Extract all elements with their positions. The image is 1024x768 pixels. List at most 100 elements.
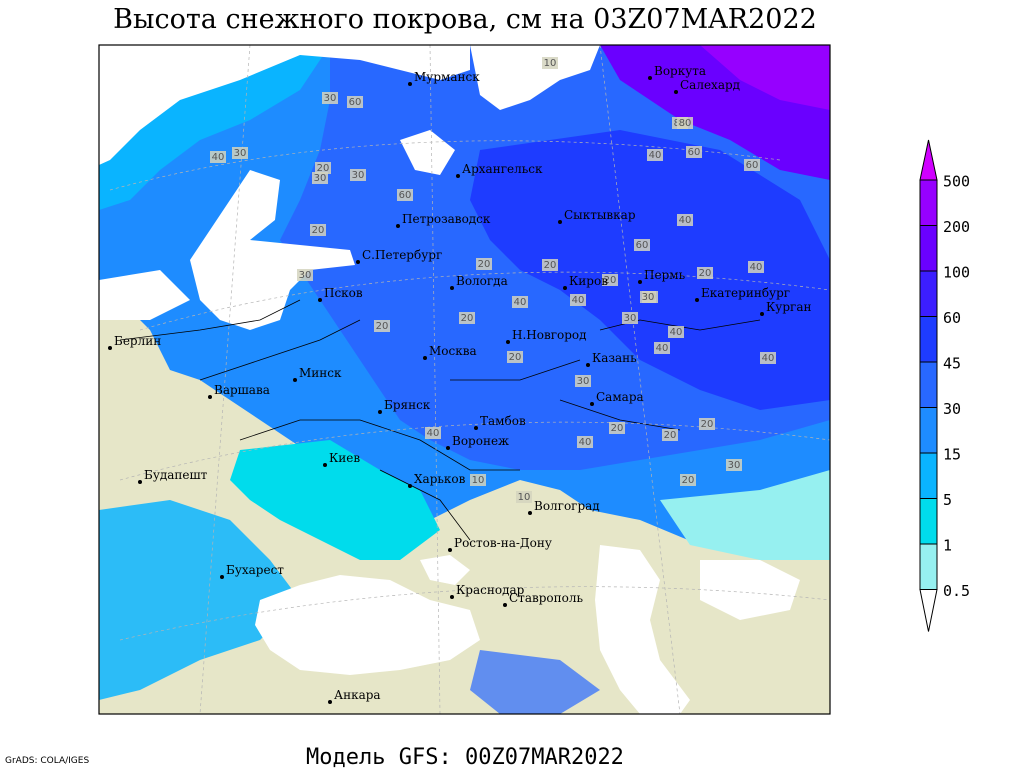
city-label: Самара: [596, 390, 644, 404]
contour-label-box: [470, 474, 486, 486]
contour-label-box: [697, 267, 713, 279]
city-dot: [323, 463, 327, 467]
colorbar-cap: [919, 589, 938, 632]
colorbar-label: 45: [943, 355, 961, 373]
colorbar-box: [919, 452, 938, 499]
contour-label: 30: [352, 170, 365, 181]
city-dot: [108, 346, 112, 350]
contour-label: 40: [427, 428, 440, 439]
contour-label-box: [748, 261, 764, 273]
contour-label-box: [350, 169, 366, 181]
contour-label: 40: [579, 437, 592, 448]
colorbar-label: 1: [943, 537, 952, 555]
contour-label: 40: [656, 343, 669, 354]
city-label: Воркута: [654, 64, 706, 78]
colorbar-cap: [919, 139, 938, 181]
contour-label-box: [516, 491, 532, 503]
city-label: Вологда: [456, 274, 508, 288]
contour-label: 20: [312, 225, 325, 236]
contour-label: 20: [461, 313, 474, 324]
city-dot: [450, 595, 454, 599]
contour-label: 20: [701, 419, 714, 430]
city-dot: [760, 312, 764, 316]
contour-label-box: [459, 312, 475, 324]
contour-label-box: [609, 422, 625, 434]
contour-label-box: [677, 214, 693, 226]
city-label: Краснодар: [456, 583, 525, 597]
contour-label: 30: [324, 93, 337, 104]
city-label: Казань: [592, 351, 637, 365]
city-label: Ростов-на-Дону: [454, 536, 552, 550]
city-dot: [590, 402, 594, 406]
city-dot: [423, 356, 427, 360]
title: Высота снежного покрова, см на 03Z07MAR2…: [113, 4, 817, 35]
contour-label: 40: [514, 297, 527, 308]
contour-label-box: [310, 224, 326, 236]
colorbar-label: 500: [943, 173, 970, 191]
colorbar-label: 200: [943, 218, 970, 236]
city-label: Петрозаводск: [402, 212, 491, 226]
colorbar-label: 100: [943, 264, 970, 282]
contour-label: 30: [728, 460, 741, 471]
city-label: Н.Новгород: [512, 328, 587, 342]
contour-label: 20: [478, 259, 491, 270]
contour-label: 20: [376, 321, 389, 332]
colorbar-box: [919, 270, 938, 317]
contour-label: 20: [664, 430, 677, 441]
city-label: Сыктывкар: [564, 208, 636, 222]
city-label: Киев: [329, 451, 360, 465]
contour-label: 40: [670, 327, 683, 338]
city-dot: [318, 298, 322, 302]
city-label: Киров: [569, 274, 608, 288]
city-dot: [138, 480, 142, 484]
contour-label: 40: [649, 150, 662, 161]
colorbar-box: [919, 225, 938, 272]
city-dot: [446, 446, 450, 450]
contour-label-box: [577, 436, 593, 448]
city-dot: [456, 174, 460, 178]
city-dot: [408, 484, 412, 488]
contour-label-box: [668, 326, 684, 338]
city-dot: [558, 220, 562, 224]
contour-label: 40: [572, 295, 585, 306]
colorbar-box: [919, 407, 938, 454]
colorbar-label: 0.5: [943, 582, 970, 600]
city-label: С.Петербург: [362, 248, 442, 262]
city-dot: [506, 340, 510, 344]
city-label: Будапешт: [144, 468, 208, 482]
contour-label: 20: [611, 423, 624, 434]
contour-label-box: [680, 474, 696, 486]
contour-label-box: [575, 375, 591, 387]
contour-label-box: [297, 269, 313, 281]
contour-label: 20: [317, 163, 330, 174]
footer: Модель GFS: 00Z07MAR2022: [306, 745, 624, 768]
city-label: Мурманск: [414, 70, 480, 84]
contour-label: 10: [544, 58, 557, 69]
contour-label-box: [686, 146, 702, 158]
contour-label: 20: [682, 475, 695, 486]
city-dot: [638, 280, 642, 284]
colorbar-box: [919, 543, 938, 590]
colorbar-label: 15: [943, 446, 961, 464]
city-dot: [503, 603, 507, 607]
contour-label-box: [634, 239, 650, 251]
city-dot: [563, 286, 567, 290]
contour-label-box: [425, 427, 441, 439]
city-dot: [648, 76, 652, 80]
contour-label: 30: [234, 148, 247, 159]
contour-label-box: [476, 258, 492, 270]
city-label: Архангельск: [462, 162, 543, 176]
city-label: Салехард: [680, 78, 740, 92]
city-label: Курган: [766, 300, 811, 314]
contour-label-box: [542, 259, 558, 271]
city-label: Варшава: [214, 383, 270, 397]
contour-label: 40: [679, 215, 692, 226]
contour-label-box: [512, 296, 528, 308]
contour-label-box: [232, 147, 248, 159]
city-dot: [448, 548, 452, 552]
contour-label: 20: [604, 275, 617, 286]
contour-label: 30: [624, 313, 637, 324]
contour-label: 40: [750, 262, 763, 273]
contour-label-box: [699, 418, 715, 430]
